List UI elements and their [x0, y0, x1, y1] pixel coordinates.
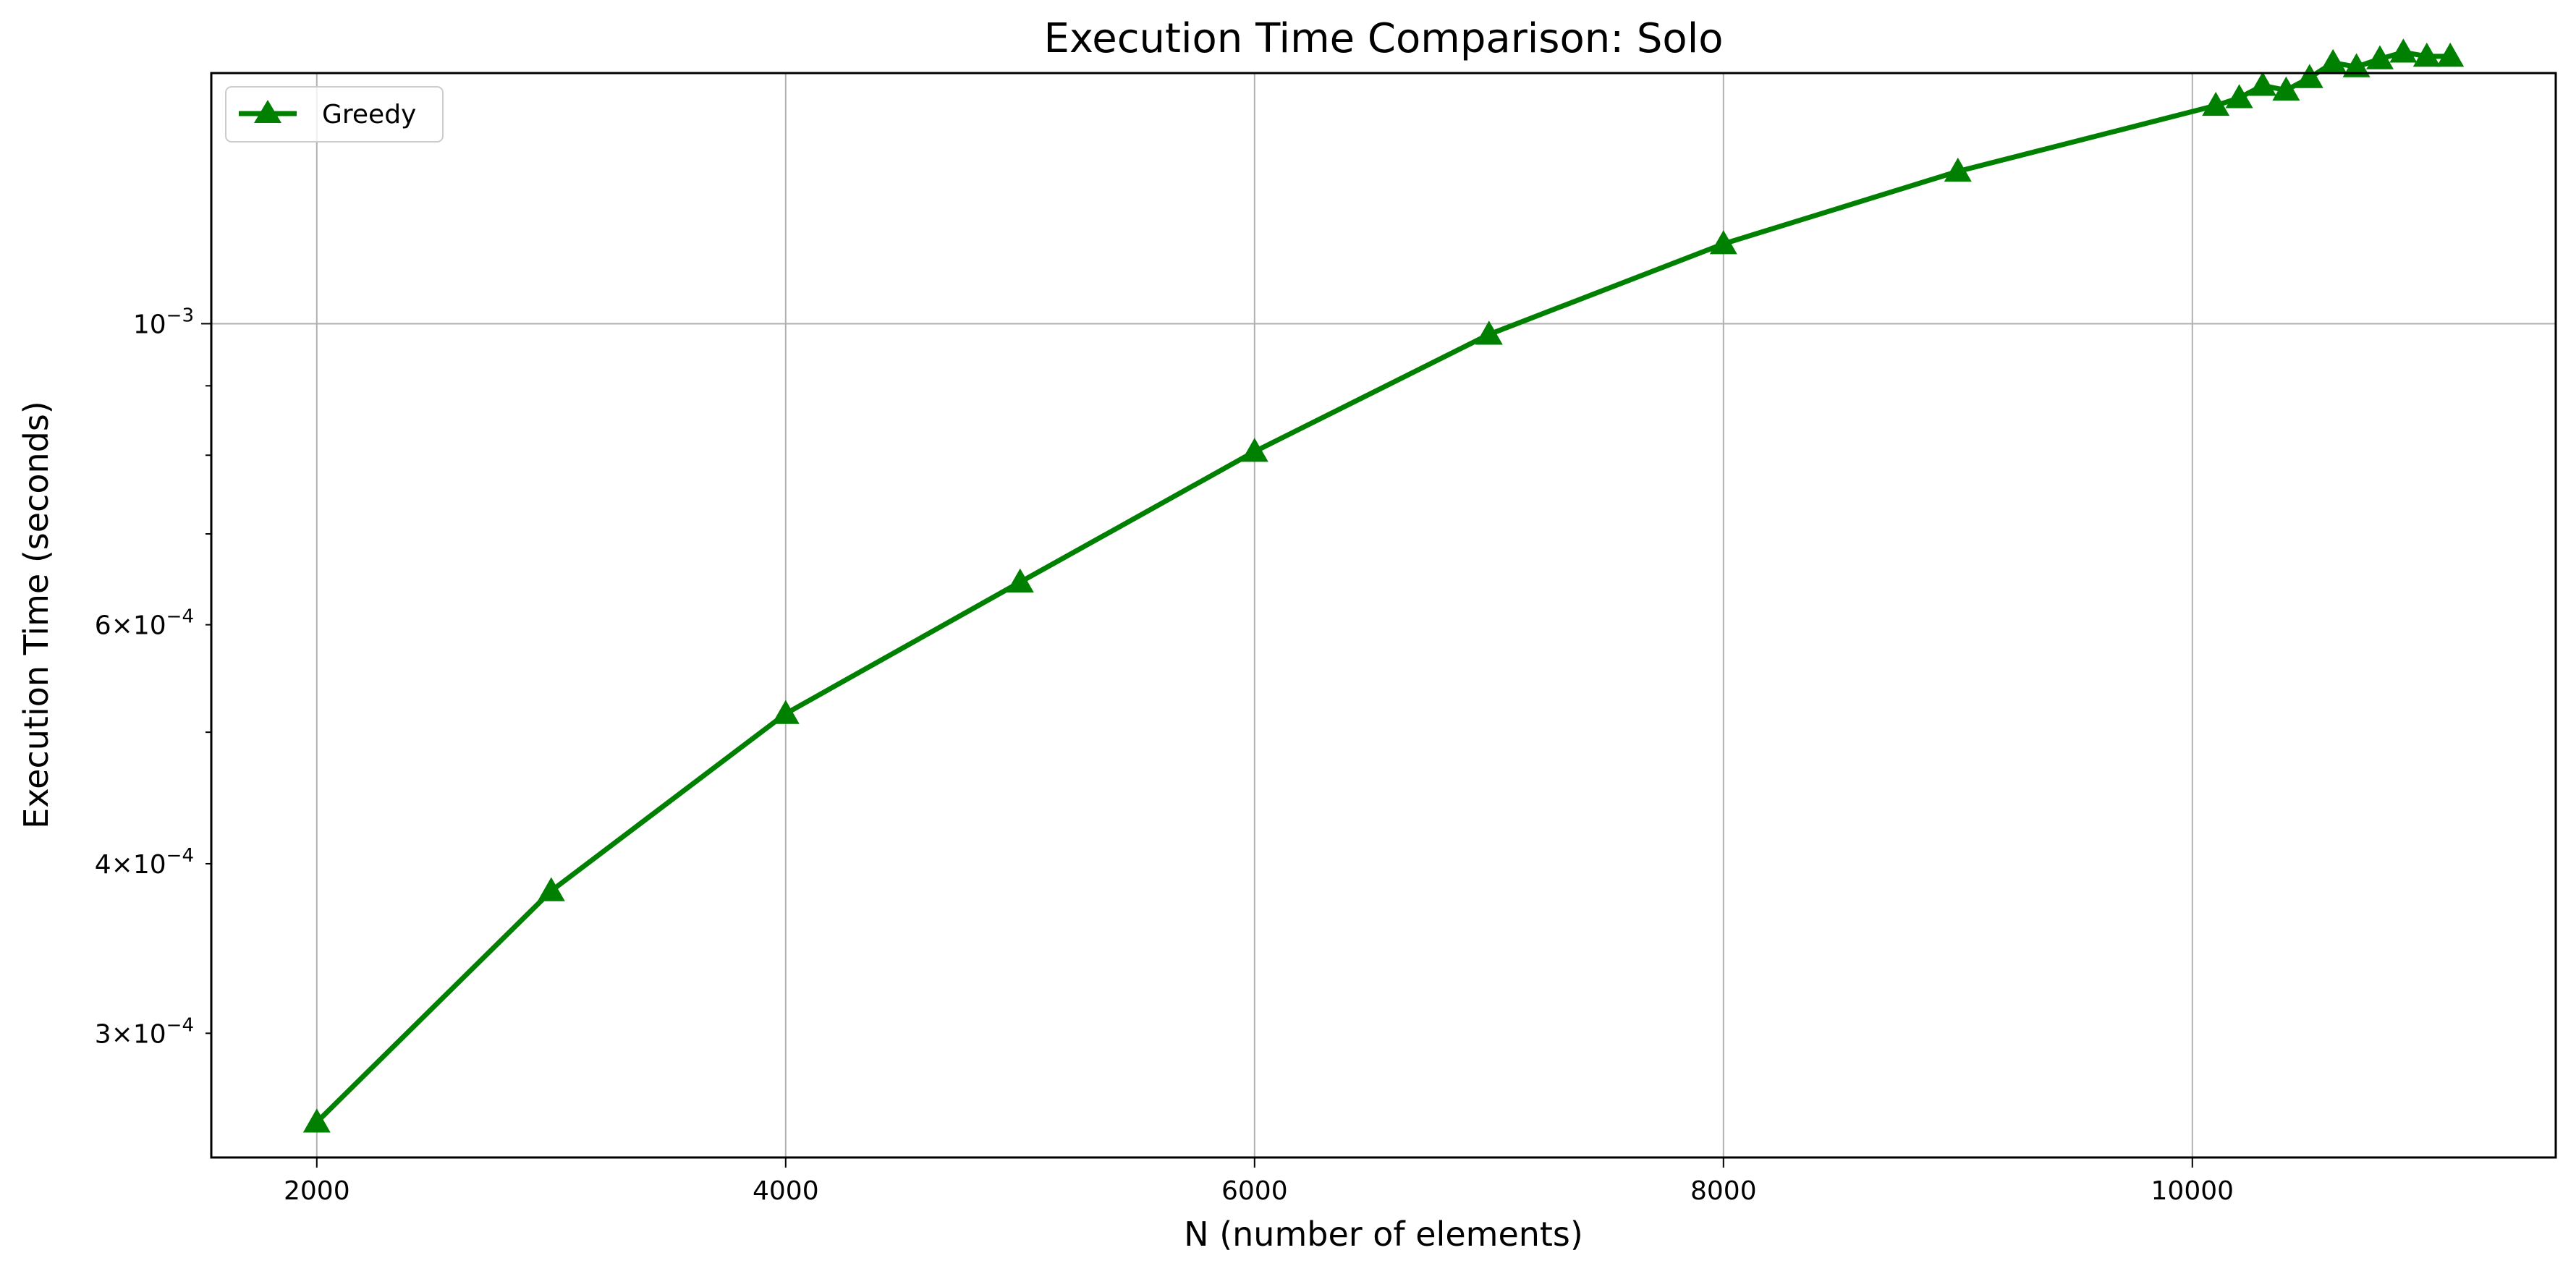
x-tick-label: 4000 [753, 1176, 819, 1206]
data-point-marker [2412, 42, 2441, 67]
y-axis-label: Execution Time (seconds) [17, 401, 56, 828]
series-layer [302, 38, 2465, 1133]
data-point-marker [2389, 38, 2418, 63]
data-point-marker [2272, 76, 2300, 101]
x-axis-label: N (number of elements) [1184, 1215, 1583, 1254]
x-tick-label: 2000 [284, 1176, 350, 1206]
y-tick-label: 4×10−4 [95, 845, 194, 880]
data-point-marker [2249, 72, 2276, 96]
y-tick-label: 6×10−4 [95, 606, 194, 641]
data-point-marker [1944, 157, 1972, 182]
data-point-marker [2225, 84, 2253, 109]
legend: Greedy [225, 86, 444, 143]
data-point-marker [2342, 53, 2370, 77]
data-point-marker [302, 1108, 331, 1133]
data-point-marker [2295, 64, 2323, 88]
legend-marker-triangle [254, 100, 281, 123]
x-tick-label: 6000 [1221, 1176, 1288, 1206]
x-tick-label: 8000 [1690, 1176, 1757, 1206]
data-point-marker [2319, 48, 2347, 73]
data-point-marker [2202, 91, 2230, 116]
legend-box [225, 86, 444, 143]
chart-title: Execution Time Comparison: Solo [1043, 15, 1723, 62]
axes: 2000 4000 6000 8000 10000 10−3 3×10−4 4×10−4 6×1… [95, 305, 2234, 1206]
legend-label: Greedy [322, 100, 416, 129]
y-tick-label: 10−3 [133, 305, 194, 339]
x-tick-label: 10000 [2151, 1176, 2234, 1206]
data-point-marker [1240, 438, 1268, 462]
plot-frame [210, 72, 2557, 1159]
data-point-marker [2436, 42, 2465, 67]
y-tick-label: 3×10−4 [95, 1014, 194, 1049]
data-point-marker [1475, 320, 1503, 345]
data-point-marker [1709, 230, 1737, 255]
data-point-marker [771, 700, 800, 724]
data-point-marker [1006, 568, 1034, 592]
data-point-marker [2366, 45, 2394, 69]
data-point-marker [537, 877, 565, 901]
